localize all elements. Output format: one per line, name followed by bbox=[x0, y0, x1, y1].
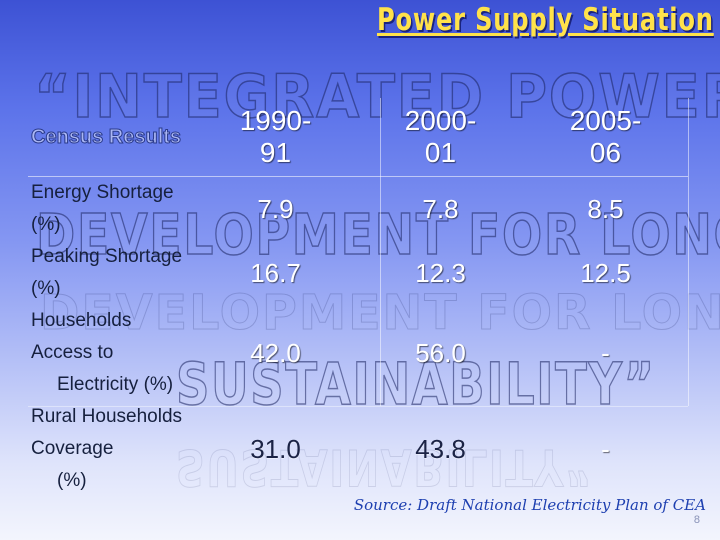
column-header: 1990- 91 bbox=[193, 98, 358, 177]
cell-value: 42.0 bbox=[250, 337, 301, 368]
column-header-line1: 1990- bbox=[239, 105, 312, 136]
cell-value: 8.5 bbox=[587, 193, 624, 224]
table-row: Households Access to Electricity (%) 42.… bbox=[28, 305, 688, 401]
table-header-row: Census Results 1990- 91 2000- 01 2005- 0… bbox=[28, 98, 688, 177]
census-table: Census Results 1990- 91 2000- 01 2005- 0… bbox=[28, 98, 688, 497]
row-label-line1: Households Access to bbox=[31, 310, 132, 363]
cell-value: 16.7 bbox=[250, 257, 301, 288]
row-label: Households Access to Electricity (%) bbox=[28, 305, 193, 401]
watermark-ghost-2: DEVELOPMENT FOR LONG TERM bbox=[40, 285, 720, 342]
row-label: Energy Shortage (%) bbox=[28, 177, 193, 242]
row-label-line1: Energy Shortage (%) bbox=[31, 182, 174, 235]
page-number: 8 bbox=[693, 514, 700, 526]
table-divider bbox=[380, 98, 381, 406]
watermark-line-3: SUSTAINABILITY” bbox=[175, 349, 656, 419]
table-row: Rural Households Coverage (%) 31.0 43.8 … bbox=[28, 401, 688, 497]
cell-value: 56.0 bbox=[415, 337, 466, 368]
source-note: Source: Draft National Electricity Plan … bbox=[353, 496, 706, 514]
column-header-line2: 06 bbox=[589, 137, 622, 168]
column-header-line2: 91 bbox=[259, 137, 292, 168]
table-divider bbox=[688, 98, 689, 406]
row-label: Peaking Shortage (%) bbox=[28, 241, 193, 305]
column-header: 2000- 01 bbox=[358, 98, 523, 177]
column-header-line2: 01 bbox=[424, 137, 457, 168]
cell-value: 31.0 bbox=[250, 433, 301, 464]
row-label-line2: (%) bbox=[57, 470, 87, 491]
cell-value: 43.8 bbox=[415, 433, 466, 464]
cell-value: - bbox=[601, 433, 610, 464]
cell-value: 12.5 bbox=[580, 257, 631, 288]
table-row: Peaking Shortage (%) 16.7 12.3 12.5 bbox=[28, 241, 688, 305]
table-divider bbox=[28, 406, 688, 407]
watermark-line-2: DEVELOPMENT FOR LONG TERM bbox=[35, 202, 720, 269]
row-label-line1: Rural Households Coverage bbox=[31, 406, 183, 459]
slide-title: Power Supply Situation bbox=[377, 2, 714, 38]
table-row: Energy Shortage (%) 7.9 7.8 8.5 bbox=[28, 177, 688, 242]
row-label-line1: Peaking Shortage (%) bbox=[31, 246, 183, 299]
cell-value: 12.3 bbox=[415, 257, 466, 288]
cell-value: - bbox=[601, 337, 610, 368]
row-label-line2: Electricity (%) bbox=[57, 374, 174, 395]
cell-value: 7.8 bbox=[422, 193, 459, 224]
column-header-line1: 2000- bbox=[404, 105, 477, 136]
cell-value: 7.9 bbox=[257, 193, 294, 224]
column-header-line1: 2005- bbox=[569, 105, 642, 136]
row-label: Rural Households Coverage (%) bbox=[28, 401, 193, 497]
header-label: Census Results bbox=[28, 98, 193, 177]
column-header: 2005- 06 bbox=[523, 98, 688, 177]
